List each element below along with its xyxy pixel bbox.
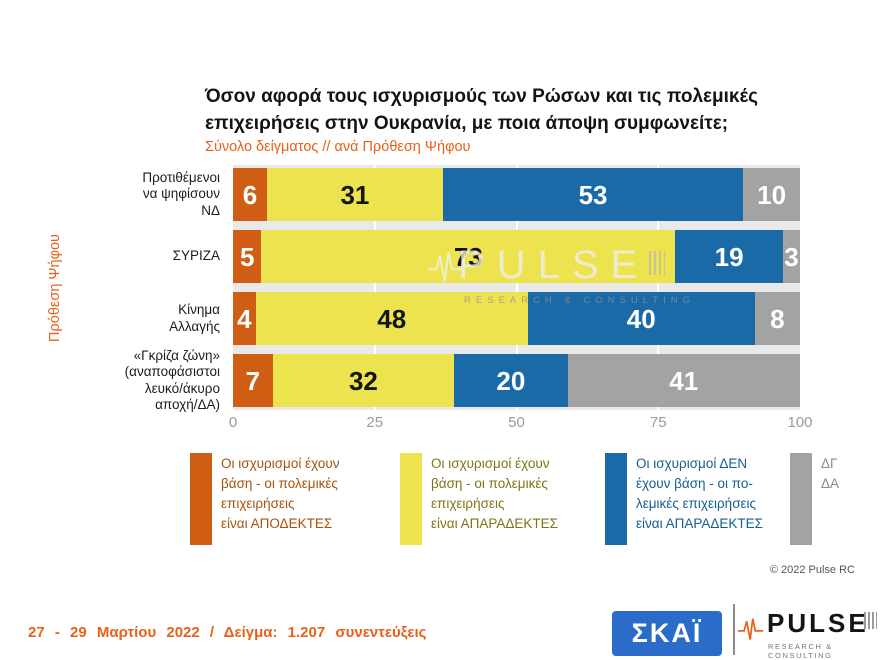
legend: Οι ισχυρισμοί έχουν βάση - οι πολεμικές … (190, 453, 880, 545)
copyright: © 2022 Pulse RC (769, 564, 855, 576)
plot-rows: 6 31 53 10 5 73 19 3 4 48 40 8 7 32 20 41 (233, 165, 800, 410)
bar-segment: 6 (233, 168, 268, 221)
legend-label: ΔΓ ΔΑ (821, 456, 840, 491)
bar-value-label: 41 (669, 365, 699, 396)
bar-segment: 7 (233, 354, 273, 407)
x-tick-label: 100 (787, 414, 813, 431)
chart-title-line2: επιχειρήσεις στην Ουκρανία, με ποια άποψ… (205, 113, 729, 134)
bar-segment: 5 (233, 230, 262, 283)
pulse-logo: PULSE RESEARCH & CONSULTING (733, 602, 878, 660)
pulse-logo-barcode (864, 612, 877, 629)
category-label-cell: ΣΥΡΙΖΑ (66, 230, 226, 283)
bar-segment: 8 (754, 292, 800, 345)
x-tick-label: 50 (508, 414, 525, 431)
legend-swatch (400, 453, 422, 545)
category-label: Κίνημα Αλλαγής (169, 302, 220, 334)
legend-swatch (605, 453, 627, 545)
bar-value-label: 8 (770, 303, 785, 334)
bar-value-label: 73 (453, 241, 483, 272)
bar-segment: 4 (233, 292, 256, 345)
bar-segment: 3 (782, 230, 800, 283)
x-tick-label: 75 (649, 414, 667, 431)
pulse-logo-tagline: RESEARCH & CONSULTING (768, 642, 833, 660)
bar-value-label: 4 (237, 303, 252, 334)
gridline (657, 165, 660, 410)
bar-value-label: 5 (239, 241, 255, 272)
x-axis: 0 25 50 75 100 (229, 414, 813, 434)
bar-value-label: 20 (496, 365, 526, 396)
x-tick-label: 0 (228, 414, 238, 431)
chart-subtitle: Σύνολο δείγματος // ανά Πρόθεση Ψήφου (205, 139, 471, 155)
bar-value-label: 19 (714, 241, 744, 272)
pulse-waveform-icon (738, 618, 764, 640)
bar-segment: 53 (442, 168, 744, 221)
bar-row: 6 31 53 10 (233, 168, 800, 221)
legend-item: Οι ισχυρισμοί έχουν βάση - οι πολεμικές … (400, 453, 605, 545)
y-axis-title-text: Πρόθεση Ψήφου (47, 233, 63, 342)
category-label: Προτιθέμενοι να ψηφίσουν ΝΔ (142, 169, 220, 218)
bar-segment: 10 (743, 168, 800, 221)
bar-row: 4 48 40 8 (233, 292, 800, 345)
bar-value-label: 6 (242, 179, 258, 210)
bar-value-label: 32 (348, 365, 378, 396)
category-labels: Προτιθέμενοι να ψηφίσουν ΝΔ ΣΥΡΙΖΑ Κίνημα … (66, 165, 226, 413)
legend-label: Οι ισχυρισμοί έχουν βάση - οι πολεμικές … (431, 456, 558, 531)
footer-note: 27 - 29 Μαρτίου 2022 / Δείγμα: 1.207 συν… (28, 624, 427, 641)
legend-label: Οι ισχυρισμοί ΔΕΝ έχουν βάση - οι πο- λε… (636, 456, 763, 531)
category-label: ΣΥΡΙΖΑ (172, 248, 220, 264)
bar-value-label: 48 (377, 303, 407, 334)
category-label: «Γκρίζα ζώνη» (αναποφάσιστοι λευκό/άκυρο… (124, 347, 220, 413)
legend-item: Οι ισχυρισμοί ΔΕΝ έχουν βάση - οι πο- λε… (605, 453, 790, 545)
category-label-cell: «Γκρίζα ζώνη» (αναποφάσιστοι λευκό/άκυρο… (66, 348, 226, 413)
bar-value-label: 31 (340, 179, 370, 210)
bar-value-label: 53 (578, 179, 608, 210)
bar-value-label: 7 (245, 365, 261, 396)
logo-divider (733, 604, 735, 655)
legend-item: Οι ισχυρισμοί έχουν βάση - οι πολεμικές … (190, 453, 400, 545)
bar-segment: 73 (261, 230, 676, 283)
x-tick-label: 25 (366, 414, 384, 431)
bar-value-label: 40 (626, 303, 656, 334)
bar-value-label: 10 (757, 179, 787, 210)
skai-logo: ΣΚΑΪ (612, 611, 722, 656)
legend-label: Οι ισχυρισμοί έχουν βάση - οι πολεμικές … (221, 456, 340, 531)
chart-title-line1: Όσον αφορά τους ισχυρισμούς των Ρώσων κα… (205, 86, 758, 107)
bar-row: 7 32 20 41 (233, 354, 800, 407)
category-label-cell: Κίνημα Αλλαγής (66, 292, 226, 345)
plot-area: 6 31 53 10 5 73 19 3 4 48 40 8 7 32 20 41 PULSE RESEARC… (233, 165, 800, 410)
bar-segment: 31 (267, 168, 443, 221)
bar-segment: 20 (454, 354, 568, 407)
bar-value-label: 3 (784, 241, 799, 272)
gridline (515, 165, 518, 410)
chart-title: Όσον αφορά τους ισχυρισμούς των Ρώσων κα… (205, 83, 758, 137)
legend-swatch (190, 453, 212, 545)
gridline (373, 165, 376, 410)
legend-swatch (790, 453, 812, 545)
category-label-cell: Προτιθέμενοι να ψηφίσουν ΝΔ (66, 168, 226, 221)
bar-segment: 48 (255, 292, 528, 345)
pulse-logo-wordmark: PULSE (767, 608, 869, 638)
bar-segment: 19 (675, 230, 783, 283)
y-axis-title: Πρόθεση Ψήφου (42, 165, 68, 410)
skai-logo-text: ΣΚΑΪ (631, 618, 703, 648)
bar-segment: 40 (527, 292, 755, 345)
bar-segment: 32 (272, 354, 455, 407)
legend-item: ΔΓ ΔΑ (790, 453, 880, 545)
bar-row: 5 73 19 3 (233, 230, 800, 283)
bar-segment: 41 (567, 354, 800, 407)
